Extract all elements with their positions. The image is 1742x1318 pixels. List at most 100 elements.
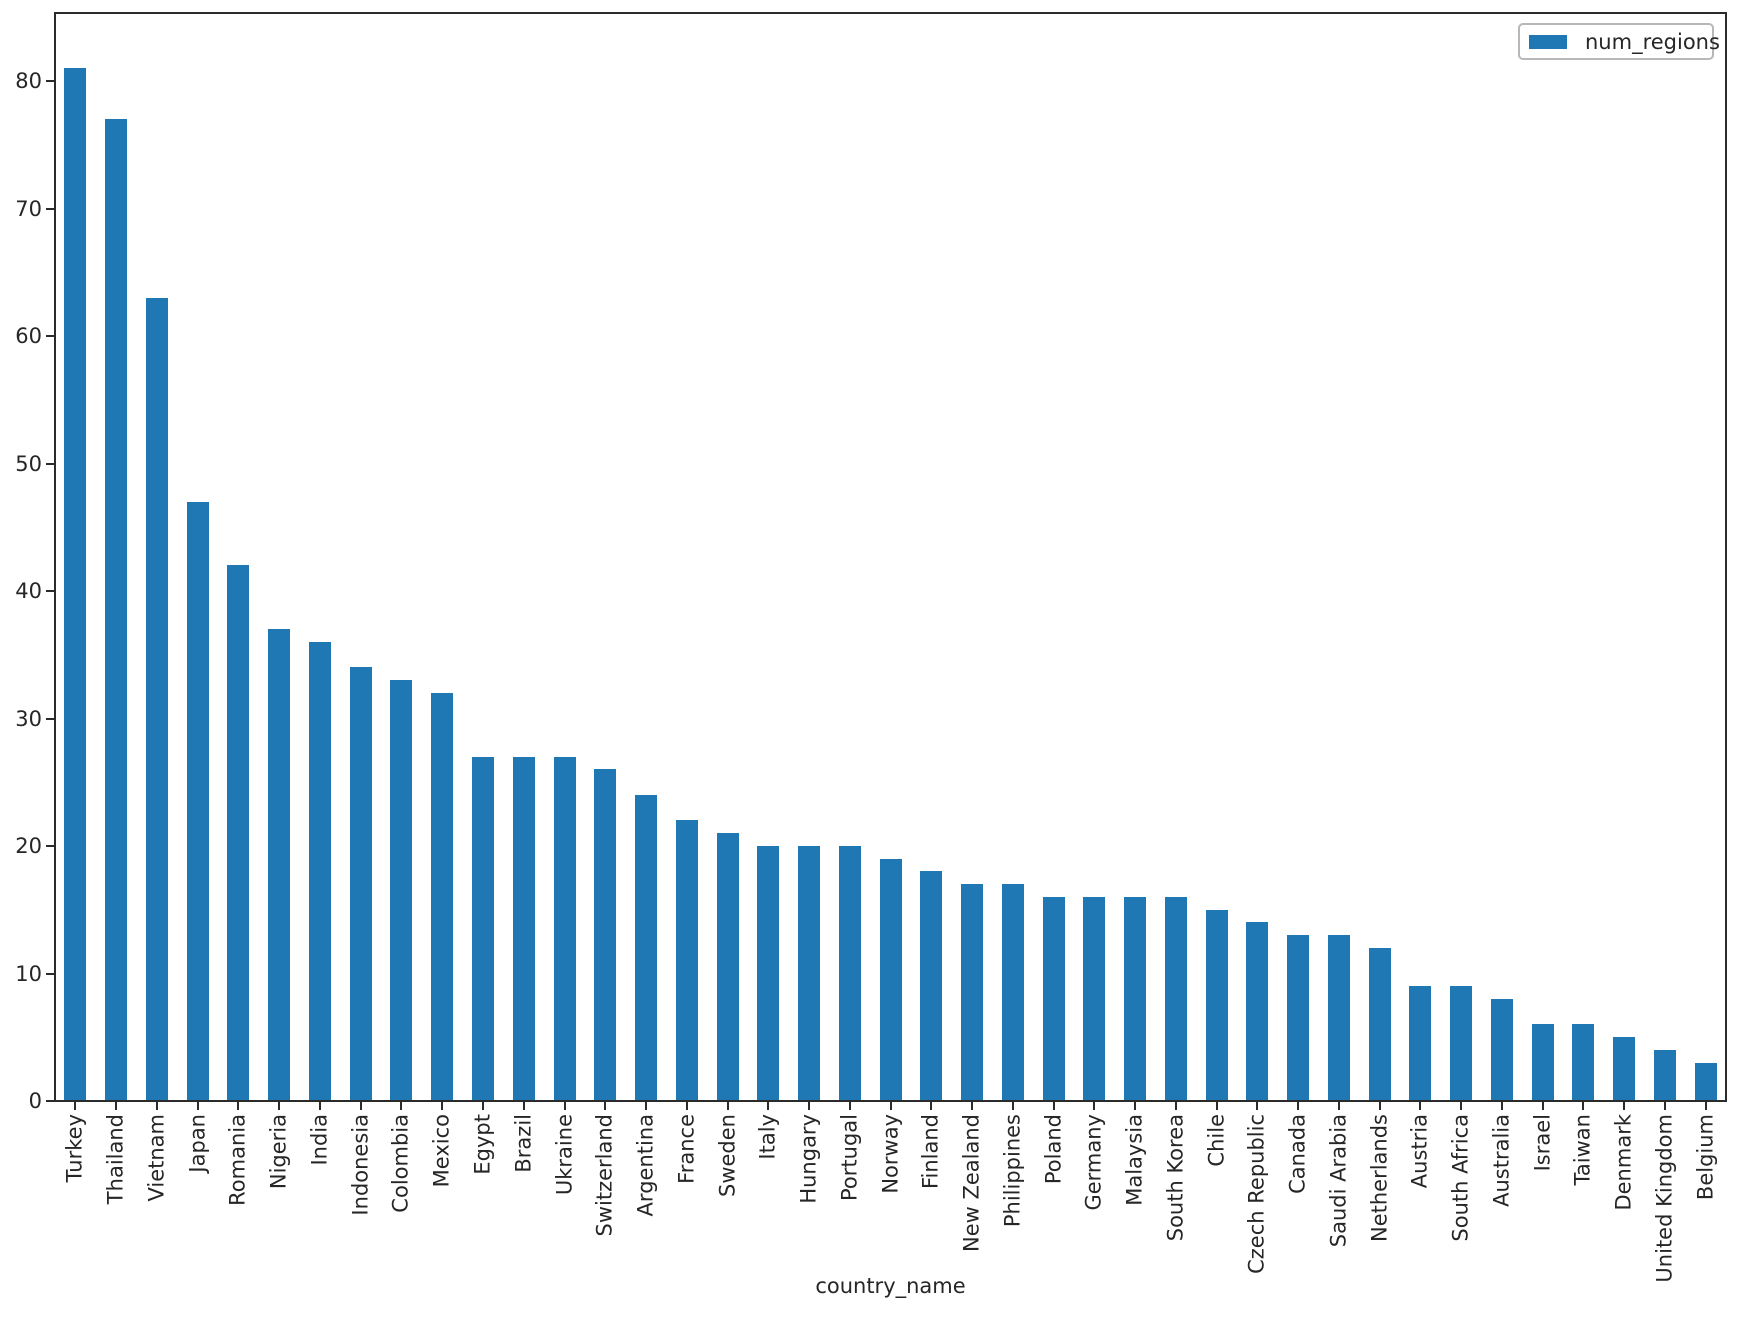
bar-czech-republic — [1246, 922, 1269, 1101]
bar-israel — [1531, 1024, 1554, 1101]
x-tick-label-united-kingdom: United Kingdom — [1652, 1114, 1677, 1283]
y-tick-label-50: 50 — [15, 451, 42, 476]
bar-hungary — [798, 846, 820, 1101]
bar-australia — [1490, 999, 1513, 1101]
bar-new-zealand — [961, 884, 983, 1101]
x-tick-egypt — [481, 1101, 484, 1110]
bar-taiwan — [1572, 1024, 1595, 1101]
y-tick-label-80: 80 — [15, 69, 42, 93]
y-tick-label-0: 0 — [28, 1089, 42, 1113]
y-tick-label-40: 40 — [15, 579, 42, 603]
y-tick-80 — [46, 80, 55, 82]
x-tick-india — [318, 1101, 321, 1110]
x-tick-portugal — [848, 1101, 851, 1110]
x-tick-chile — [1215, 1101, 1218, 1110]
x-tick-brazil — [522, 1101, 525, 1110]
x-tick-label-netherlands: Netherlands — [1367, 1114, 1392, 1243]
y-tick-30 — [46, 717, 55, 720]
bar-colombia — [390, 680, 413, 1101]
x-tick-nigeria — [278, 1101, 281, 1110]
x-tick-label-france: France — [674, 1114, 699, 1184]
bar-canada — [1287, 935, 1310, 1101]
x-tick-label-austria: Austria — [1407, 1114, 1432, 1189]
bar-germany — [1083, 897, 1106, 1101]
bar-finland — [920, 871, 943, 1101]
x-tick-label-mexico: Mexico — [429, 1114, 454, 1188]
x-tick-label-finland: Finland — [918, 1114, 943, 1190]
x-tick-poland — [1052, 1101, 1055, 1110]
x-tick-japan — [196, 1101, 199, 1110]
bar-philippines — [1001, 884, 1024, 1101]
y-tick-70 — [46, 207, 55, 210]
x-tick-malaysia — [1134, 1101, 1136, 1110]
bar-norway — [879, 859, 902, 1101]
bar-south-africa — [1450, 986, 1473, 1101]
x-tick-south-korea — [1174, 1101, 1177, 1110]
bar-romania — [227, 565, 250, 1101]
legend: num_regions — [1518, 23, 1720, 60]
x-tick-austria — [1419, 1101, 1422, 1110]
y-tick-label-60: 60 — [15, 324, 42, 348]
x-tick-thailand — [115, 1101, 118, 1110]
x-tick-label-portugal: Portugal — [837, 1114, 862, 1201]
bar-mexico — [431, 693, 454, 1101]
x-tick-taiwan — [1582, 1101, 1585, 1110]
x-tick-germany — [1093, 1101, 1096, 1110]
bar-united-kingdom — [1653, 1050, 1676, 1101]
bar-netherlands — [1368, 948, 1391, 1101]
x-tick-label-india: India — [307, 1114, 332, 1166]
y-tick-10 — [46, 972, 55, 975]
x-tick-argentina — [645, 1101, 647, 1110]
bar-japan — [186, 502, 209, 1101]
x-axis-ticks — [55, 1101, 1726, 1111]
x-tick-netherlands — [1378, 1101, 1381, 1110]
x-tick-belgium — [1704, 1101, 1707, 1110]
x-tick-switzerland — [604, 1101, 607, 1110]
bar-india — [308, 642, 331, 1101]
x-tick-label-australia: Australia — [1489, 1114, 1514, 1207]
x-tick-label-egypt: Egypt — [470, 1114, 495, 1175]
y-tick-50 — [46, 462, 55, 465]
bar-chile — [1205, 910, 1228, 1101]
x-tick-label-saudi-arabia: Saudi Arabia — [1326, 1114, 1351, 1248]
bar-switzerland — [594, 769, 617, 1101]
y-tick-label-20: 20 — [15, 834, 42, 858]
legend-series-label: num_regions — [1585, 29, 1720, 54]
x-tick-label-denmark: Denmark — [1611, 1114, 1636, 1211]
x-tick-label-norway: Norway — [878, 1114, 902, 1194]
x-tick-france — [685, 1101, 688, 1110]
bar-egypt — [471, 757, 494, 1101]
x-tick-label-south-africa: South Africa — [1448, 1114, 1473, 1242]
bar-belgium — [1694, 1063, 1717, 1101]
y-tick-0 — [46, 1100, 55, 1102]
x-tick-label-italy: Italy — [755, 1114, 780, 1160]
bar-thailand — [105, 119, 128, 1101]
bar-vietnam — [145, 298, 168, 1101]
x-tick-saudi-arabia — [1337, 1101, 1340, 1110]
x-tick-label-indonesia: Indonesia — [348, 1114, 373, 1216]
x-tick-hungary — [808, 1101, 810, 1110]
x-tick-label-hungary: Hungary — [796, 1114, 821, 1204]
x-tick-south-africa — [1460, 1101, 1463, 1110]
x-tick-norway — [889, 1101, 892, 1110]
x-tick-label-vietnam: Vietnam — [144, 1114, 169, 1202]
x-tick-label-canada: Canada — [1285, 1114, 1310, 1194]
x-tick-label-nigeria: Nigeria — [266, 1114, 291, 1190]
bar-italy — [757, 846, 780, 1101]
bar-austria — [1409, 986, 1432, 1101]
bar-ukraine — [553, 757, 576, 1101]
x-tick-indonesia — [359, 1101, 362, 1110]
x-tick-united-kingdom — [1663, 1101, 1666, 1110]
x-tick-label-new-zealand: New Zealand — [959, 1114, 984, 1252]
bar-argentina — [635, 795, 657, 1101]
y-axis-tick-labels: 0 10 20 30 40 50 60 70 80 — [0, 13, 42, 1112]
bar-turkey — [64, 68, 87, 1101]
x-tick-label-romania: Romania — [225, 1114, 250, 1206]
x-tick-turkey — [74, 1101, 77, 1110]
x-tick-label-taiwan: Taiwan — [1570, 1114, 1595, 1186]
x-axis-title: country_name — [815, 1274, 966, 1298]
x-tick-label-czech-republic: Czech Republic — [1244, 1114, 1269, 1274]
x-tick-label-brazil: Brazil — [511, 1114, 536, 1173]
x-tick-canada — [1297, 1101, 1300, 1110]
